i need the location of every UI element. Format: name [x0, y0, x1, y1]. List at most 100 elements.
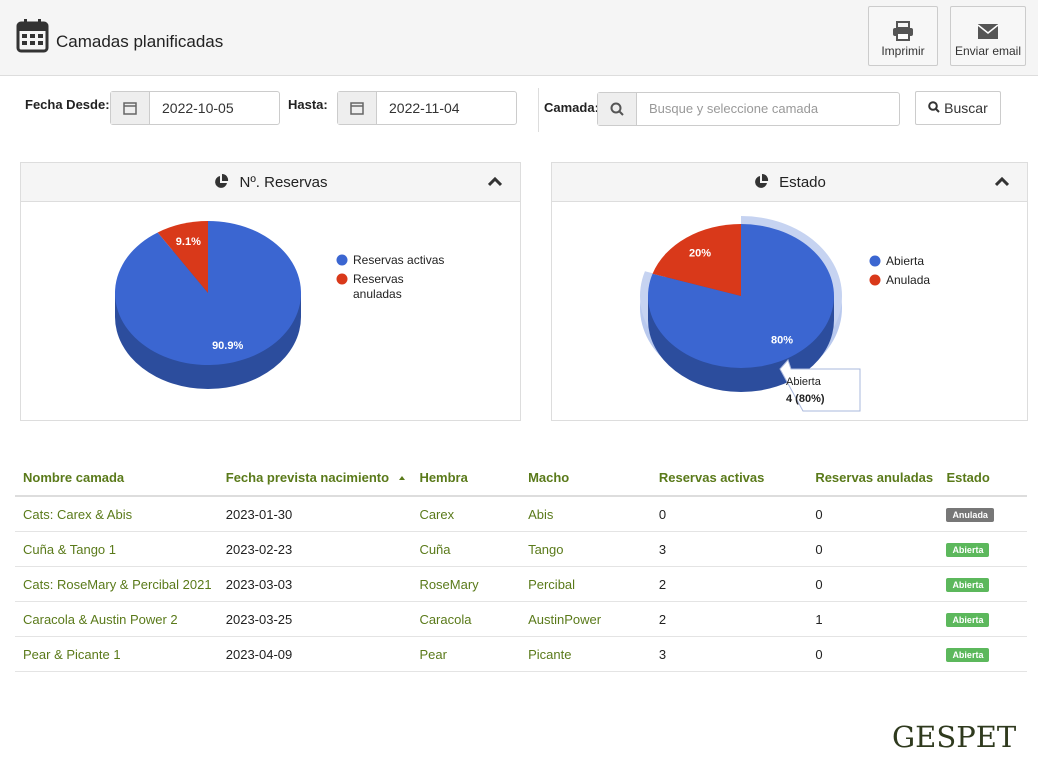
table-body: Cats: Carex & Abis 2023-01-30 Carex Abis 0 0 A…	[15, 496, 1027, 672]
header-row: Nombre camada Fecha prevista nacimiento He…	[15, 459, 1027, 497]
chart-title: Nº. Reservas	[239, 173, 328, 191]
table-cell[interactable]: AustinPower	[520, 601, 651, 637]
table-cell: 2023-03-25	[217, 601, 412, 637]
table-cell: 2023-02-23	[217, 531, 412, 567]
to-label: Hasta:	[288, 97, 328, 112]
column-header: Nombre camada	[15, 459, 218, 497]
table-cell[interactable]: Cuña & Tango 1	[15, 531, 218, 567]
logo: GESPET	[892, 720, 1017, 754]
legend-label: Reservas activas	[353, 253, 444, 267]
litter-label: Camada:	[544, 100, 599, 115]
sort-icon[interactable]	[389, 474, 407, 482]
column-header: Estado	[938, 459, 1027, 497]
to-value: 2022-11-04	[389, 100, 460, 116]
pie-icon	[755, 174, 769, 188]
from-label: Fecha Desde:	[25, 97, 110, 112]
pie-icon	[215, 174, 229, 188]
legend-label: Anulada	[886, 273, 930, 287]
legend-marker	[869, 255, 881, 267]
table-cell: 0	[807, 566, 939, 602]
top-bar	[0, 0, 1038, 76]
date-icon	[350, 102, 364, 115]
table-cell: 2	[650, 601, 808, 637]
table-cell: Abierta	[938, 531, 1027, 567]
table-cell: 0	[807, 636, 939, 672]
print-button[interactable]: Imprimir	[868, 6, 938, 66]
table-cell: Anulada	[938, 496, 1027, 532]
column-header: Reservas activas	[650, 459, 808, 497]
table-cell[interactable]: Tango	[520, 531, 651, 567]
litter-placeholder: Busque y seleccione camada	[649, 101, 819, 116]
date-addon	[338, 92, 377, 124]
table-cell[interactable]: Cuña	[411, 531, 521, 567]
table-cell[interactable]: Pear	[411, 636, 521, 672]
to-input[interactable]: 2022-11-04	[337, 91, 517, 125]
from-value: 2022-10-05	[162, 100, 234, 116]
legend-label: Reservas anuladas	[353, 272, 404, 301]
status-badge: Abierta	[946, 578, 990, 592]
tooltip-box	[779, 359, 861, 412]
table-cell: 0	[650, 496, 808, 532]
column-header: Macho	[520, 459, 651, 497]
collapse-icon[interactable]	[995, 177, 1009, 187]
litter-select[interactable]: Busque y seleccione camada	[597, 92, 900, 126]
search-icon	[928, 101, 940, 113]
table-cell[interactable]: Caracola	[411, 601, 521, 637]
table-cell: 1	[807, 601, 939, 637]
litters-table: Nombre camada Fecha prevista nacimiento He…	[15, 459, 1027, 672]
legend-label: Abierta	[886, 254, 924, 268]
status-badge: Abierta	[946, 613, 990, 627]
legend-marker	[869, 274, 881, 286]
table-cell[interactable]: Caracola & Austin Power 2	[15, 601, 218, 637]
table-cell: 3	[650, 531, 808, 567]
table-cell[interactable]: Cats: Carex & Abis	[15, 496, 218, 532]
legend-marker	[336, 273, 348, 285]
email-label: Enviar email	[954, 44, 1022, 58]
table-cell: Abierta	[938, 636, 1027, 672]
table-cell: 2023-03-03	[217, 566, 412, 602]
slice-label: 9.1%	[176, 236, 201, 248]
slice-label: 90.9%	[212, 340, 243, 352]
column-header: Hembra	[411, 459, 521, 497]
date-addon	[111, 92, 150, 124]
table-cell[interactable]: RoseMary	[411, 566, 521, 602]
column-header: Fecha prevista nacimiento	[217, 459, 412, 497]
table-row: Cuña & Tango 1 2023-02-23 Cuña Tango 3 0 Abier…	[15, 531, 1027, 567]
search-label: Buscar	[944, 100, 988, 116]
search-icon	[610, 102, 624, 116]
table-row: Caracola & Austin Power 2 2023-03-25 Carac…	[15, 601, 1027, 637]
pie-slice	[652, 224, 741, 296]
table-cell[interactable]: Carex	[411, 496, 521, 532]
table-cell[interactable]: Picante	[520, 636, 651, 672]
table-cell[interactable]: Percibal	[520, 566, 651, 602]
chart-panel: Estado 80% 20% Abierta Anulada Abierta 4 (80%…	[551, 162, 1028, 421]
calendar-icon	[16, 19, 49, 53]
legend-marker	[336, 254, 348, 266]
table-cell: Abierta	[938, 566, 1027, 602]
separator	[538, 88, 539, 132]
table-cell[interactable]: Pear & Picante 1	[15, 636, 218, 672]
table-row: Cats: Carex & Abis 2023-01-30 Carex Abis 0 0 A…	[15, 496, 1027, 532]
table-cell: 2	[650, 566, 808, 602]
pie-slice	[157, 221, 208, 293]
collapse-icon[interactable]	[488, 177, 502, 187]
table-cell: 0	[807, 496, 939, 532]
from-input[interactable]: 2022-10-05	[110, 91, 280, 125]
envelope-icon	[977, 24, 999, 39]
status-badge: Abierta	[946, 648, 990, 662]
table-cell[interactable]: Cats: RoseMary & Percibal 2021	[15, 566, 218, 602]
search-button[interactable]: Buscar	[915, 91, 1001, 125]
printer-icon	[893, 21, 913, 41]
email-button[interactable]: Enviar email	[950, 6, 1026, 66]
slice-label: 80%	[771, 335, 793, 347]
status-badge: Anulada	[946, 508, 994, 522]
table-row: Pear & Picante 1 2023-04-09 Pear Picante 3 0 A…	[15, 636, 1027, 672]
page-title: Camadas planificadas	[56, 32, 224, 51]
table-cell[interactable]: Abis	[520, 496, 651, 532]
table-cell: Abierta	[938, 601, 1027, 637]
table-cell: 2023-01-30	[217, 496, 412, 532]
panel-header: Nº. Reservas	[21, 163, 520, 202]
slice-label: 20%	[689, 247, 711, 259]
tooltip-value: 4 (80%)	[786, 393, 825, 405]
panel-header: Estado	[552, 163, 1027, 202]
